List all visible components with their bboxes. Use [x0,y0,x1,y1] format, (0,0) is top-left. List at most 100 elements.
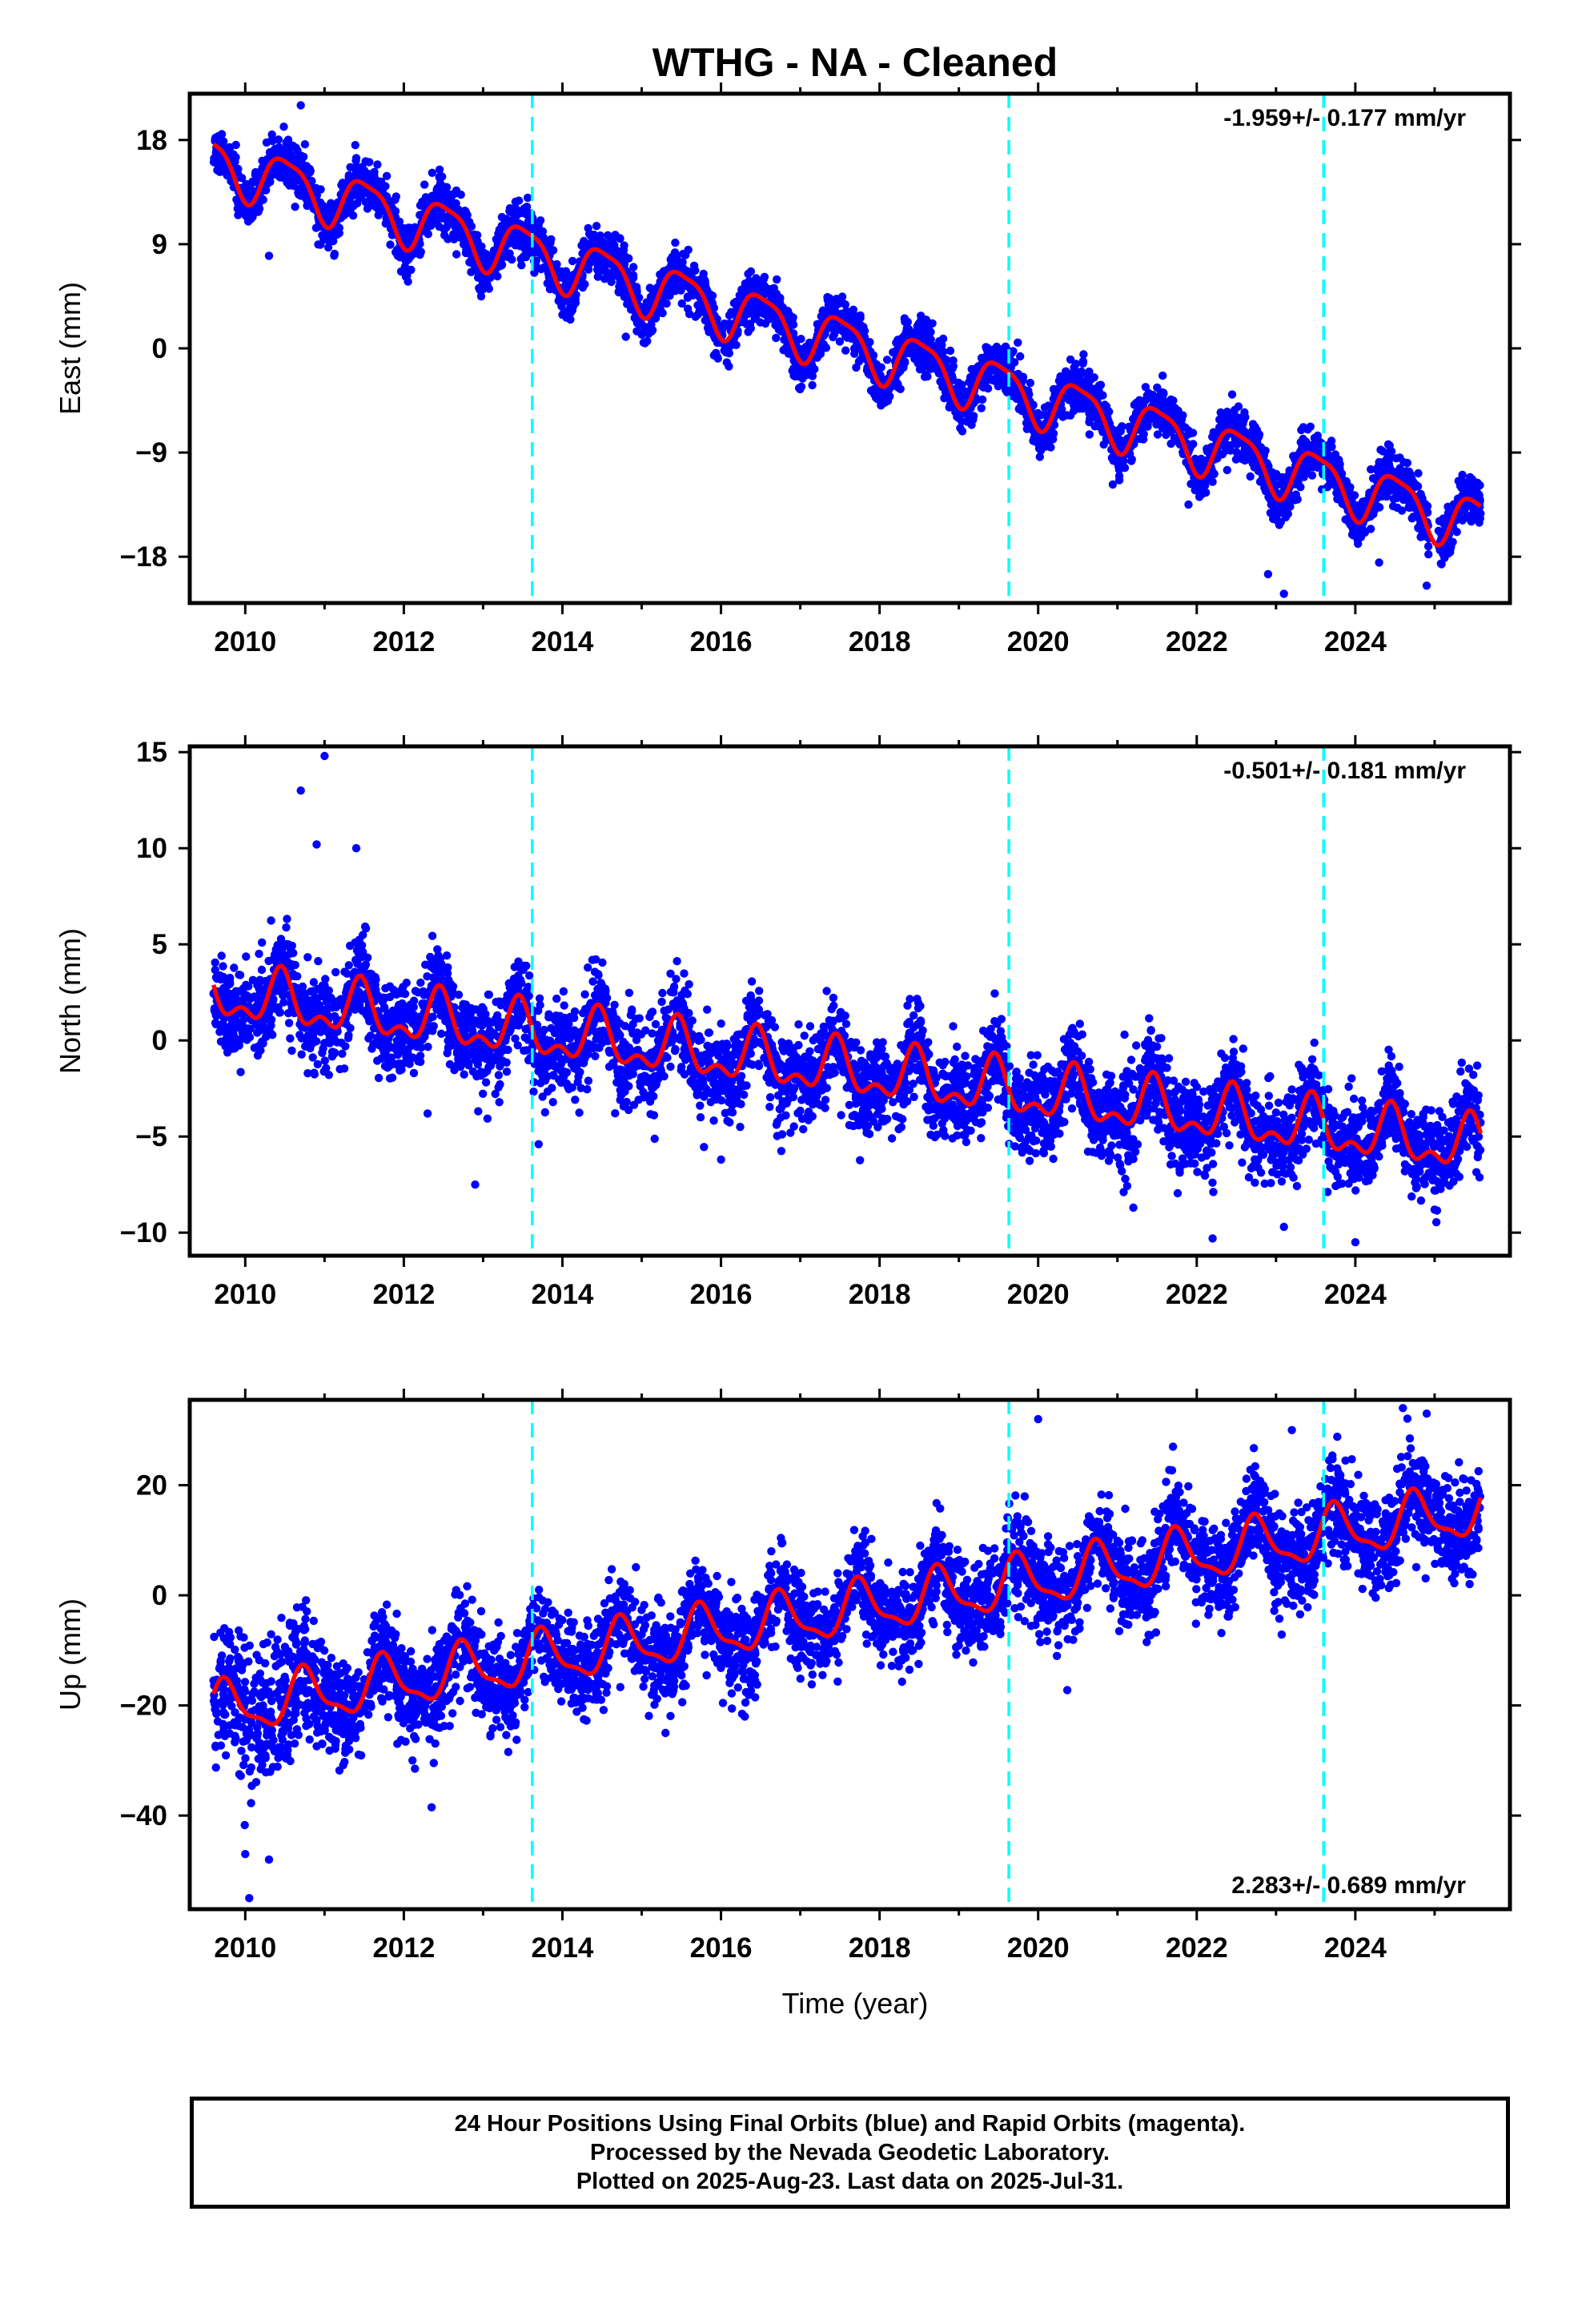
data-point [852,363,861,372]
data-point [452,250,461,259]
data-point [568,256,577,266]
data-point [808,380,817,390]
outlier-point [1375,558,1383,567]
data-point [1070,363,1078,372]
data-point [460,207,469,215]
data-point [826,304,835,313]
outlier-point [296,101,305,110]
data-point [900,357,909,366]
data-point [404,253,413,262]
data-point [731,297,741,307]
data-point [727,308,736,316]
data-point [1299,472,1308,481]
data-point [817,345,826,354]
data-point [618,251,627,259]
data-point [370,167,379,176]
data-point [1064,395,1073,404]
data-point [1275,521,1284,529]
data-point [1342,476,1351,486]
data-point [999,376,1009,385]
data-point [329,236,338,246]
data-point [992,342,1002,352]
data-point [217,130,227,139]
data-point [879,392,889,400]
data-point [1389,494,1398,504]
data-point [681,251,690,259]
data-point [772,333,781,343]
data-point [1046,443,1055,452]
outlier-point [1422,581,1431,590]
data-point [606,235,616,245]
data-point [382,171,391,180]
x-tick-label: 2010 [214,626,276,657]
data-point [438,172,447,181]
data-point [713,354,722,363]
data-point [305,164,315,174]
data-point [1141,383,1150,392]
x-tick-label: 2020 [1007,626,1070,657]
data-point [592,222,601,231]
data-point [1307,1055,1317,1064]
data-point [1058,405,1066,414]
data-point [656,270,665,279]
data-point [351,141,359,150]
data-point [893,379,901,388]
data-point [1383,483,1392,492]
data-point [970,364,978,374]
data-point [693,310,702,320]
data-point [761,310,770,320]
data-point [608,271,616,280]
data-point [985,374,994,383]
x-tick-label: 2014 [532,626,594,657]
outlier-point [1279,589,1288,598]
plot-area [209,101,1485,598]
data-point [1223,465,1232,475]
data-point [1233,440,1242,448]
data-point [629,263,638,271]
y-tick-label: −9 [135,437,167,468]
data-point [291,203,299,211]
data-point [677,286,685,295]
data-point [1085,367,1094,376]
data-point [225,143,234,152]
data-point [671,238,680,247]
data-point [558,310,567,320]
data-point [789,371,798,380]
data-point [547,235,556,243]
data-point [1246,472,1255,481]
data-point [677,299,686,308]
data-point [1144,393,1153,402]
data-point [1397,506,1407,515]
scatter-points [209,101,1485,598]
data-point [1475,513,1484,521]
data-point [946,346,955,356]
data-point [1286,502,1295,511]
data-point [234,211,243,219]
data-point [1325,480,1334,489]
data-point [1349,524,1358,533]
data-point [656,304,665,314]
data-point [842,312,851,321]
data-point [442,223,451,232]
data-point [1240,444,1250,453]
data-point [428,168,436,177]
data-point [283,178,291,187]
y-tick-label: 9 [152,229,167,260]
data-point [523,193,532,203]
data-point [1208,477,1217,486]
y-tick-label: 18 [136,125,167,156]
data-point [1113,458,1122,468]
data-point [1349,1094,1359,1104]
data-point [1310,433,1319,443]
data-point [1116,427,1126,436]
data-point [667,287,676,296]
data-point [1249,424,1258,434]
data-point [945,403,954,412]
data-point [1376,464,1385,473]
data-point [248,178,257,187]
data-point [1331,454,1340,463]
data-point [211,157,219,167]
data-point [483,281,492,290]
data-point [246,210,255,219]
x-tick-label: 2018 [849,626,911,657]
